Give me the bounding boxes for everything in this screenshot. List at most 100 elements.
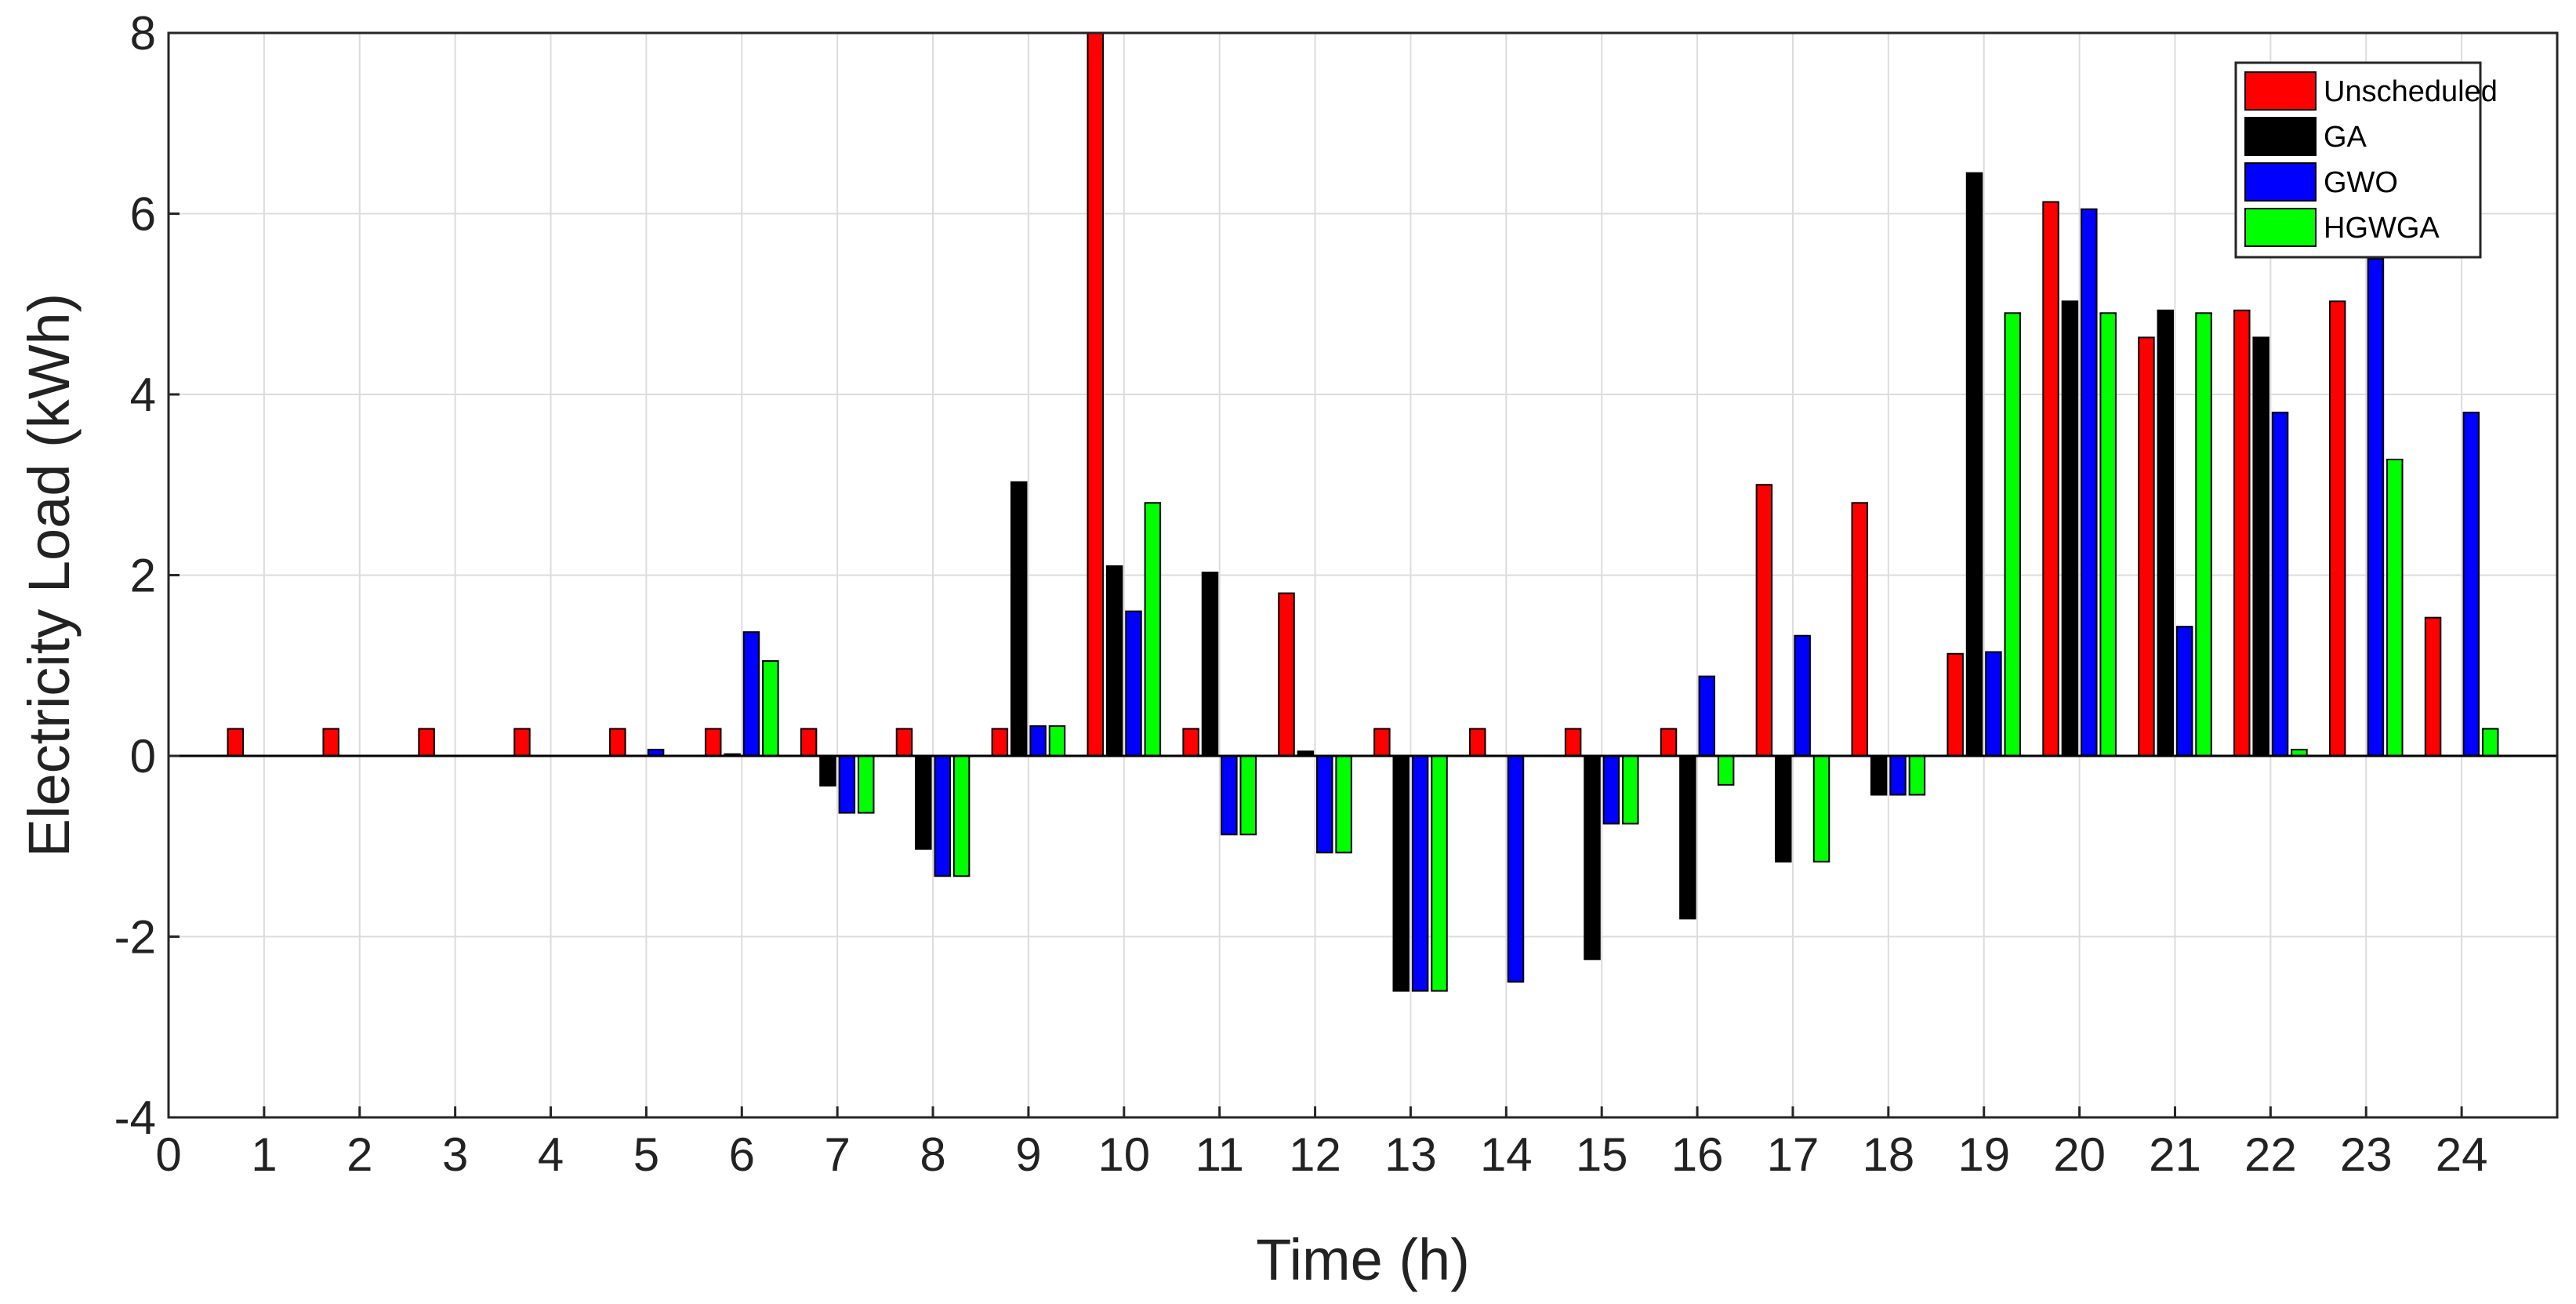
legend-swatch-unscheduled [2244, 71, 2317, 111]
bar-gwo-20 [2081, 208, 2098, 757]
x-tick-label: 5 [633, 1128, 659, 1181]
legend-label-hgwga: HGWGA [2324, 212, 2440, 245]
bar-hgwga-16 [1717, 755, 1735, 786]
x-tick-label: 11 [1195, 1128, 1244, 1181]
bar-gwo-10 [1125, 610, 1142, 757]
bar-ga-11 [1201, 572, 1219, 757]
bar-hgwga-24 [2481, 728, 2499, 757]
x-tick-label: 3 [442, 1128, 468, 1181]
x-tick-label: 14 [1480, 1128, 1533, 1181]
x-tick-label: 0 [155, 1128, 181, 1181]
bar-gwo-16 [1698, 675, 1716, 757]
y-tick-label: 2 [130, 550, 156, 602]
bar-unscheduled-11 [1182, 728, 1199, 757]
legend-swatch-ga [2244, 117, 2317, 156]
legend-label-gwo: GWO [2324, 166, 2398, 199]
bar-gwo-13 [1411, 755, 1429, 992]
y-tick-label: 6 [130, 188, 156, 241]
bar-hgwga-7 [857, 755, 875, 814]
bar-gwo-23 [2367, 258, 2385, 757]
bar-unscheduled-13 [1373, 728, 1391, 757]
bar-ga-17 [1775, 755, 1792, 863]
bars [227, 32, 2499, 992]
x-axis-ticks: 0 1 2 3 4 5 6 7 8 9 10 11 12 13 14 15 16 17 18 19 20 21 22 23 24 [155, 1106, 2487, 1181]
x-tick-label: 9 [1015, 1128, 1041, 1181]
bar-gwo-21 [2175, 626, 2193, 757]
bar-unscheduled-18 [1851, 502, 1869, 757]
legend-swatch-gwo [2244, 162, 2317, 202]
x-tick-label: 20 [2053, 1128, 2106, 1181]
bar-unscheduled-20 [2042, 201, 2059, 757]
x-tick-label: 24 [2436, 1128, 2488, 1181]
bar-unscheduled-2 [322, 728, 339, 757]
bar-hgwga-18 [1908, 755, 1926, 796]
x-tick-label: 15 [1576, 1128, 1628, 1181]
bar-gwo-8 [934, 755, 951, 877]
bar-gwo-9 [1029, 725, 1047, 757]
bar-ga-18 [1870, 755, 1888, 796]
y-tick-label: 4 [130, 369, 156, 421]
x-tick-label: 23 [2340, 1128, 2393, 1181]
bar-ga-10 [1105, 565, 1123, 757]
bar-unscheduled-17 [1755, 484, 1773, 757]
x-tick-label: 7 [824, 1128, 850, 1181]
bar-gwo-7 [838, 755, 856, 814]
bar-ga-21 [2157, 309, 2175, 757]
bar-hgwga-19 [2004, 312, 2022, 757]
bar-unscheduled-19 [1947, 652, 1964, 757]
legend: Unscheduled GA GWO HGWGA [2234, 61, 2498, 259]
x-tick-label: 6 [729, 1128, 755, 1181]
y-tick-label: -4 [114, 1092, 156, 1144]
bar-hgwga-20 [2099, 312, 2117, 757]
bar-hgwga-12 [1335, 755, 1352, 854]
x-tick-label: 18 [1862, 1128, 1914, 1181]
x-tick-label: 21 [2149, 1128, 2201, 1181]
bar-gwo-14 [1507, 755, 1525, 983]
bar-ga-20 [2061, 300, 2079, 757]
bar-hgwga-9 [1048, 725, 1066, 757]
bar-unscheduled-24 [2424, 616, 2442, 757]
x-tick-label: 16 [1671, 1128, 1724, 1181]
bar-gwo-6 [742, 631, 760, 757]
bar-unscheduled-16 [1660, 728, 1678, 757]
bar-unscheduled-3 [418, 728, 435, 757]
bar-gwo-24 [2462, 412, 2480, 757]
x-tick-label: 13 [1384, 1128, 1437, 1181]
bar-unscheduled-14 [1469, 728, 1486, 757]
bar-gwo-12 [1315, 755, 1333, 854]
bar-unscheduled-6 [704, 728, 722, 757]
bar-unscheduled-10 [1087, 32, 1104, 757]
x-tick-label: 8 [920, 1128, 945, 1181]
x-tick-label: 19 [1957, 1128, 2010, 1181]
y-tick-label: -2 [114, 911, 156, 964]
bar-unscheduled-7 [800, 728, 818, 757]
y-axis-title: Electricity Load (kWh) [16, 293, 82, 858]
bar-ga-7 [819, 755, 836, 787]
x-tick-label: 17 [1767, 1128, 1820, 1181]
bar-unscheduled-22 [2233, 309, 2251, 757]
y-axis-ticks: -4 -2 0 2 4 6 8 [114, 7, 180, 1144]
x-tick-label: 4 [538, 1128, 564, 1181]
bar-hgwga-10 [1144, 502, 1162, 757]
x-tick-label: 12 [1289, 1128, 1341, 1181]
bar-unscheduled-23 [2328, 300, 2346, 757]
bar-hgwga-13 [1431, 755, 1448, 992]
bar-hgwga-17 [1812, 755, 1830, 863]
bar-hgwga-21 [2195, 312, 2212, 757]
bar-gwo-22 [2271, 412, 2289, 757]
x-tick-label: 22 [2244, 1128, 2297, 1181]
legend-label-ga: GA [2324, 121, 2367, 154]
bar-hgwga-23 [2386, 458, 2404, 757]
bar-ga-13 [1392, 755, 1410, 992]
bar-ga-8 [915, 755, 932, 850]
bar-unscheduled-9 [991, 728, 1009, 757]
bar-ga-9 [1010, 481, 1028, 757]
bar-ga-22 [2252, 336, 2269, 757]
bar-gwo-17 [1794, 634, 1811, 757]
y-tick-label: 0 [130, 730, 156, 783]
bar-gwo-19 [1985, 651, 2002, 757]
y-tick-label: 8 [130, 7, 156, 60]
bar-hgwga-15 [1622, 755, 1639, 825]
